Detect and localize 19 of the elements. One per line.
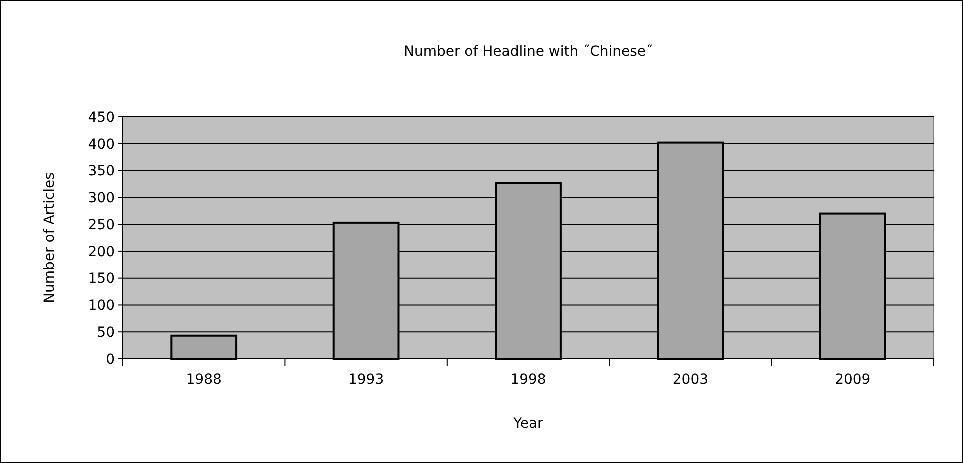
x-tick-label: 1988 [186, 372, 222, 388]
y-tick-label: 300 [88, 190, 115, 207]
x-tick-label: 1993 [348, 372, 384, 388]
x-tick-label: 1998 [510, 372, 546, 388]
x-tick-label: 2009 [835, 372, 871, 388]
y-tick-label: 100 [88, 298, 115, 314]
y-axis-title: Number of Articles [42, 172, 58, 304]
chart-title: Number of Headline with ˝Chinese˝ [404, 44, 654, 60]
y-tick-label: 50 [97, 325, 115, 342]
y-tick-label: 450 [88, 110, 115, 126]
x-axis-title: Year [512, 416, 544, 432]
x-tick-label: 2003 [672, 372, 709, 388]
y-tick-label: 200 [88, 244, 115, 260]
y-tick-label: 400 [88, 136, 115, 153]
y-tick-label: 150 [88, 271, 115, 288]
y-tick-label: 0 [106, 352, 115, 368]
y-tick-label: 350 [88, 164, 115, 180]
y-tick-label: 250 [88, 217, 115, 234]
bar [170, 334, 238, 360]
